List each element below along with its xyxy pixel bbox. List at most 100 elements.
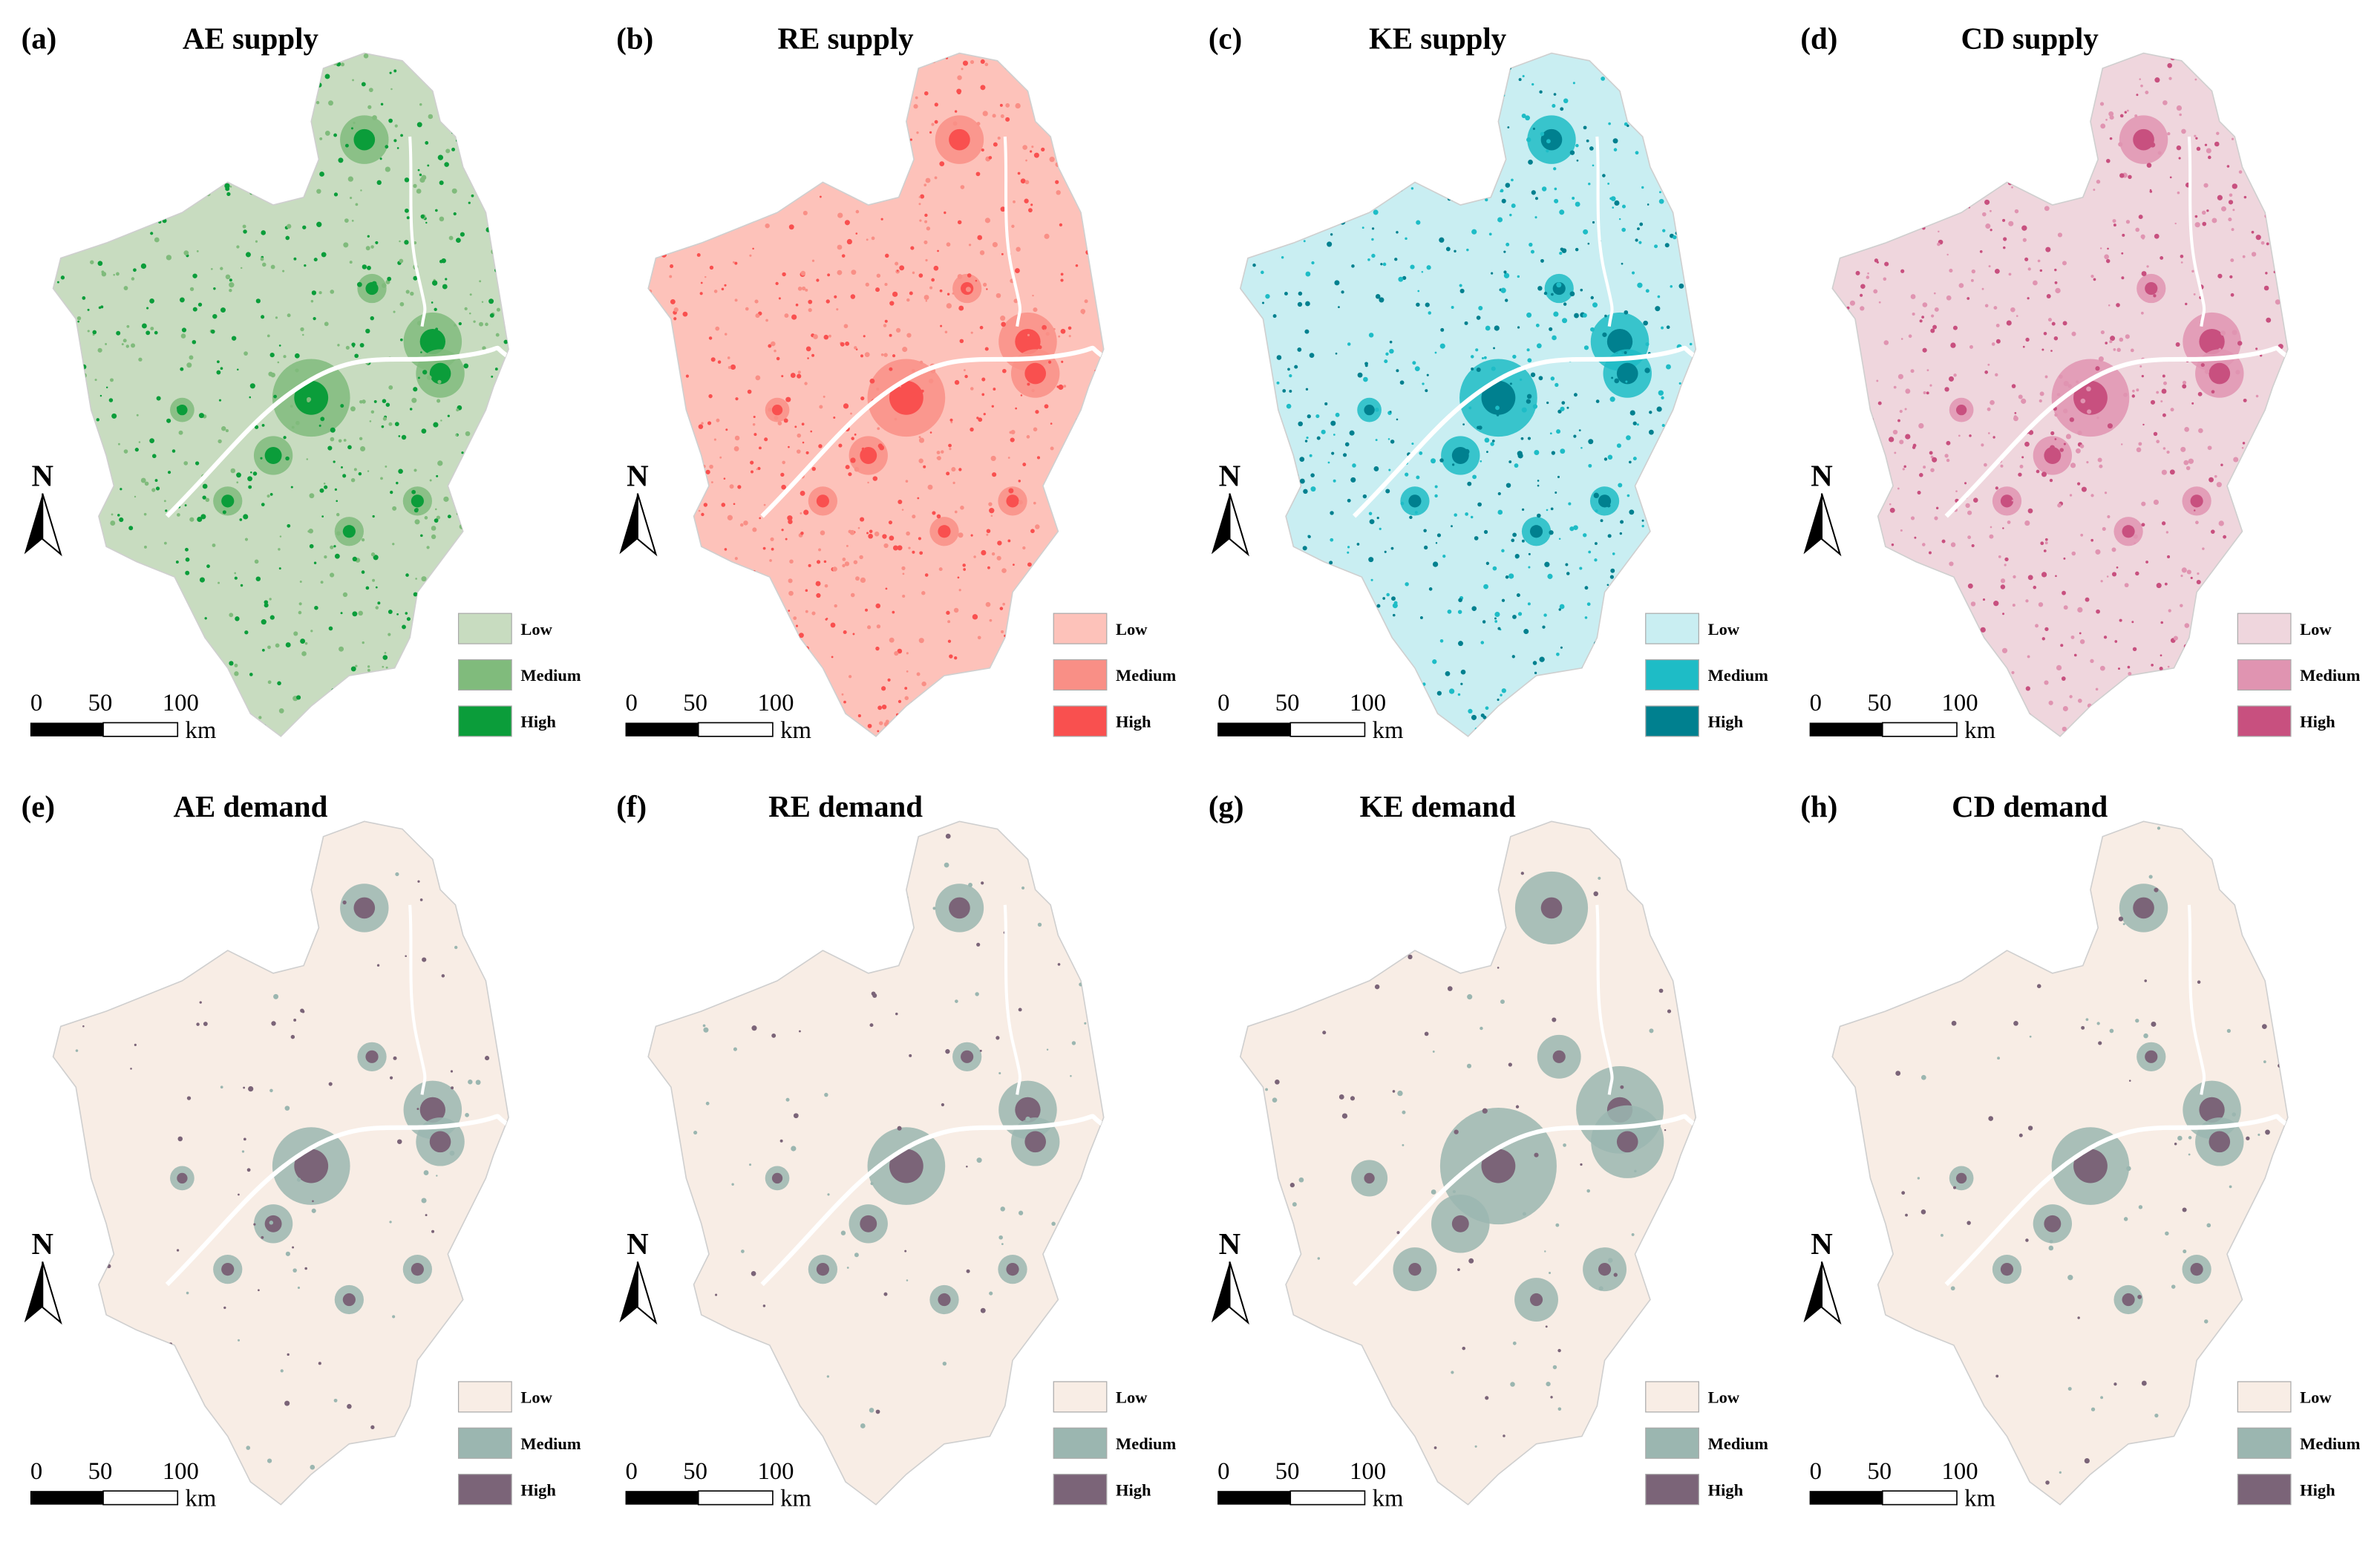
dot <box>648 630 651 635</box>
dot <box>415 578 417 580</box>
dot <box>1669 585 1672 588</box>
dot <box>968 883 973 887</box>
dot <box>2161 521 2166 526</box>
dot <box>1553 167 1557 171</box>
dot <box>1333 479 1336 483</box>
dot <box>2116 347 2121 352</box>
dot <box>1614 200 1620 206</box>
dot <box>1981 443 1984 447</box>
dot <box>1059 223 1063 227</box>
dot <box>701 512 704 517</box>
dot <box>300 639 306 644</box>
dot <box>1242 85 1245 88</box>
dot <box>1664 243 1670 248</box>
dot <box>363 53 369 59</box>
dot <box>1941 167 1947 173</box>
dot <box>185 570 190 575</box>
dot <box>753 415 756 419</box>
dot <box>2039 391 2044 396</box>
dot <box>148 705 151 708</box>
dot <box>358 610 363 616</box>
dot <box>729 155 733 159</box>
dot <box>2011 186 2013 189</box>
dot <box>779 86 782 89</box>
scale-tick: 100 <box>163 690 199 716</box>
dot <box>2200 362 2205 368</box>
dot <box>1492 566 1497 571</box>
dot <box>1099 552 1104 558</box>
dot <box>2039 269 2043 272</box>
dot <box>1445 670 1451 676</box>
dot <box>1878 301 1881 304</box>
dot <box>844 220 850 226</box>
dot <box>1627 494 1630 497</box>
dot <box>1931 314 1935 318</box>
dot <box>2272 90 2276 93</box>
dot <box>334 553 340 559</box>
dot <box>1878 657 1884 663</box>
dot <box>768 344 772 348</box>
dot <box>896 270 899 272</box>
dot <box>1271 135 1276 140</box>
dot <box>783 418 788 423</box>
scale-bar <box>1881 1490 1958 1506</box>
dot <box>787 515 793 521</box>
dot <box>925 701 931 707</box>
dot <box>367 105 372 109</box>
dot <box>710 357 716 362</box>
dot <box>1312 117 1315 120</box>
dot <box>840 1230 846 1235</box>
dot <box>405 573 409 577</box>
dot <box>1972 627 1978 632</box>
dot <box>353 468 357 471</box>
dot <box>1351 172 1354 176</box>
high-patch <box>1616 362 1638 385</box>
dot <box>258 103 264 108</box>
dot <box>399 258 404 264</box>
dot <box>747 692 752 697</box>
dot <box>1373 203 1376 207</box>
dot <box>1993 306 1998 310</box>
dot <box>1912 443 1917 448</box>
scale-tick: 50 <box>1867 1458 1892 1485</box>
scale-tick: 100 <box>1350 1458 1386 1485</box>
high-patch <box>1364 404 1375 416</box>
dot <box>765 319 768 322</box>
dot <box>801 286 806 291</box>
dot <box>194 102 198 105</box>
dot <box>869 961 872 964</box>
dot <box>1095 463 1099 466</box>
dot <box>751 470 754 474</box>
legend-swatch <box>1645 1427 1699 1459</box>
dot <box>925 258 928 262</box>
dot <box>261 230 267 235</box>
dot <box>2098 1041 2102 1045</box>
dot <box>158 133 164 138</box>
dot <box>490 701 494 705</box>
dot <box>1649 411 1652 414</box>
dot <box>1425 389 1428 393</box>
dot <box>955 679 960 685</box>
dot <box>670 666 673 670</box>
dot <box>745 307 749 311</box>
dot <box>1661 448 1664 451</box>
dot <box>1912 126 1915 129</box>
dot <box>120 611 124 615</box>
dot <box>2096 1022 2100 1025</box>
dot <box>1405 472 1409 477</box>
dot <box>2119 618 2122 622</box>
dot <box>413 651 416 654</box>
dot <box>1627 124 1629 128</box>
dot <box>1315 654 1318 658</box>
dot <box>1298 421 1304 427</box>
dot <box>1289 99 1293 104</box>
dot <box>499 693 503 697</box>
dot <box>255 298 261 304</box>
dot <box>2255 601 2260 607</box>
dot <box>1573 393 1578 397</box>
dot <box>244 630 249 635</box>
north-arrow <box>1820 493 1842 557</box>
dot <box>1903 673 1908 679</box>
dot <box>2211 529 2215 534</box>
